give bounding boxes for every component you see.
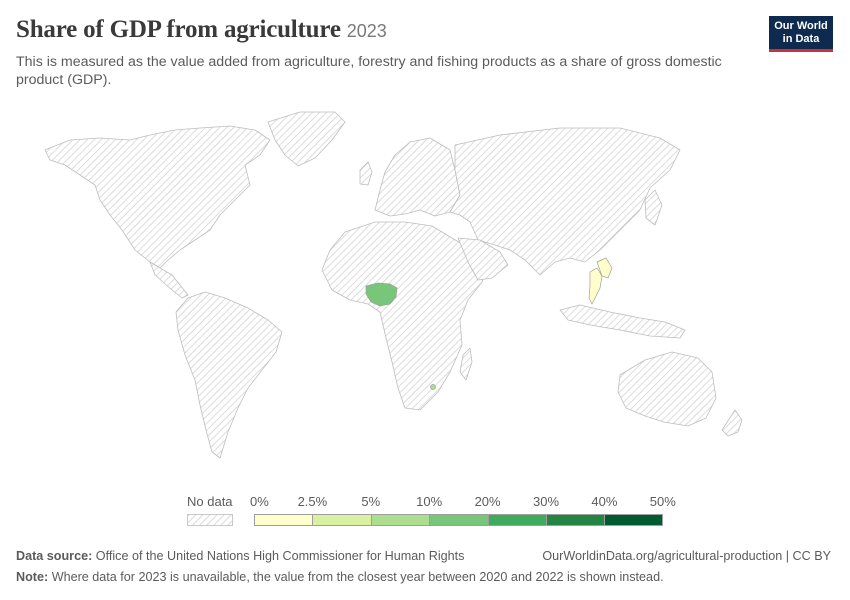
legend-no-data-swatch [187,514,233,526]
footer-source: Data source: Office of the United Nation… [16,549,464,563]
southeast-asia-islands-shape[interactable] [559,304,686,339]
central-america-shape[interactable] [149,261,189,299]
chart-title: Share of GDP from agriculture [16,16,341,43]
legend-tick-label: 10% [416,494,443,509]
legend-bin-swatch[interactable] [429,514,488,526]
legend-bin-swatch[interactable] [370,514,430,526]
source-text: Office of the United Nations High Commis… [95,549,465,563]
chart-header: Share of GDP from agriculture 2023 [16,16,387,44]
eswatini-shape[interactable] [430,384,436,390]
nigeria-shape[interactable] [365,282,398,307]
new-zealand-shape[interactable] [721,409,743,437]
arabia-shape[interactable] [457,237,509,281]
thailand-shape[interactable] [588,267,603,305]
laos-shape[interactable] [596,257,613,279]
owid-logo[interactable]: Our World in Data [769,16,833,52]
japan-shape[interactable] [644,189,663,226]
footer-note: Note: Where data for 2023 is unavailable… [16,570,664,584]
note-text: Where data for 2023 is unavailable, the … [51,570,664,584]
chart-subtitle: This is measured as the value added from… [16,54,722,88]
chart-year: 2023 [346,21,387,41]
legend-bin-swatch[interactable] [254,514,313,526]
source-label: Data source: [16,549,93,563]
legend-bin-swatch[interactable] [546,514,605,526]
note-label: Note: [16,570,49,584]
legend-tick-label: 2.5% [297,494,328,509]
legend-tick-label: 40% [591,494,618,509]
legend-bin-swatch[interactable] [312,514,371,526]
legend-no-data-label: No data [187,494,233,509]
africa-shape[interactable] [321,221,491,411]
north-america-shape[interactable] [44,125,271,269]
south-america-shape[interactable] [175,291,283,459]
map-legend: No data 0% 2.5% 5% 10% 20% 30% 40% 50% [0,494,850,534]
madagascar-shape[interactable] [459,347,473,381]
legend-tick-label: 20% [474,494,501,509]
legend-bin-swatch[interactable] [487,514,546,526]
logo-line-2: in Data [782,33,820,45]
australia-shape[interactable] [617,351,717,427]
greenland-shape[interactable] [267,111,346,167]
asia-shape[interactable] [449,127,681,276]
legend-tick-label: 30% [532,494,560,509]
europe-shape[interactable] [374,137,461,217]
legend-bin-swatch[interactable] [604,514,663,526]
legend-tick-label: 50% [649,494,676,509]
logo-line-1: Our World [774,20,828,32]
uk-shape[interactable] [359,161,373,186]
legend-tick-label: 5% [361,494,381,509]
world-map [44,111,743,459]
legend-tick-label: 0% [250,494,269,509]
footer-url-link[interactable]: OurWorldinData.org/agricultural-producti… [542,549,831,563]
